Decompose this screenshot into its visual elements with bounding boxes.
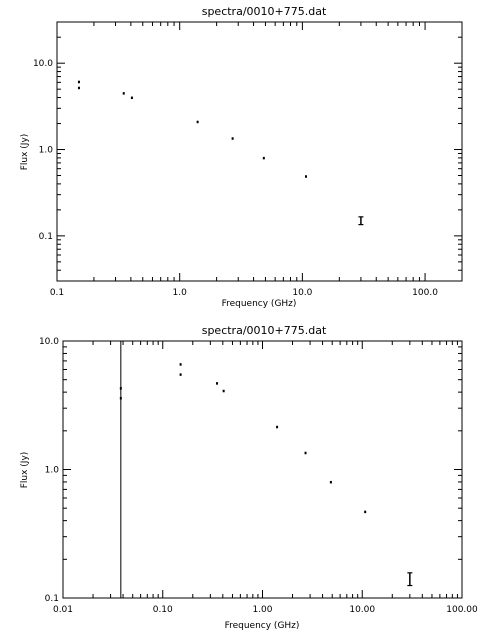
bottom-plot-frame xyxy=(62,340,463,599)
data-point xyxy=(262,156,265,160)
top-plot-title: spectra/0010+775.dat xyxy=(202,5,327,18)
top-plot-frame xyxy=(56,21,463,282)
data-point xyxy=(304,451,307,455)
data-point xyxy=(231,137,234,140)
bottom-plot-ticks: 0.01 0.10 1.00 10.00 100.00 0.1 1.0 10.0 xyxy=(39,337,478,615)
bottom-plot-marks xyxy=(119,341,413,598)
bottom-spectrum-plot: spectra/0010+775.dat 0.01 0.10 1.00 10.00 10… xyxy=(20,324,478,631)
x-tick-label: 100.00 xyxy=(446,605,478,615)
top-plot-xlabel: Frequency (GHz) xyxy=(222,299,297,309)
data-point xyxy=(122,92,125,95)
data-point xyxy=(119,387,122,390)
x-tick-label: 10.00 xyxy=(349,605,375,615)
data-point xyxy=(77,80,80,84)
x-tick-label: 100.0 xyxy=(412,288,438,298)
x-tick-label: 0.1 xyxy=(50,288,64,298)
y-tick-label: 1.0 xyxy=(39,146,54,156)
data-point xyxy=(196,120,199,124)
x-tick-label: 1.00 xyxy=(252,605,272,615)
y-tick-label: 0.1 xyxy=(45,594,59,604)
data-point xyxy=(276,425,279,429)
data-point xyxy=(119,397,122,400)
data-point xyxy=(216,382,219,385)
x-tick-label: 10.0 xyxy=(292,288,312,298)
top-plot-ticks: 0.1 1.0 10.0 100.0 0.1 1.0 10.0 xyxy=(33,21,463,298)
data-point xyxy=(179,373,182,376)
data-point xyxy=(130,96,133,100)
x-tick-label: 0.10 xyxy=(153,605,173,615)
x-tick-label: 1.0 xyxy=(173,288,188,298)
y-tick-label: 1.0 xyxy=(45,466,60,476)
data-point xyxy=(304,175,307,178)
y-tick-label: 10.0 xyxy=(39,337,59,347)
top-plot-ylabel: Flux (Jy) xyxy=(20,134,30,171)
top-plot-marks xyxy=(77,80,364,226)
y-tick-label: 10.0 xyxy=(33,59,53,69)
top-spectrum-plot: spectra/0010+775.dat 0.1 1.0 10.0 100.0 0.1 1… xyxy=(20,5,463,309)
data-point xyxy=(222,389,225,393)
data-point xyxy=(77,86,80,90)
x-tick-label: 0.01 xyxy=(53,605,73,615)
data-point xyxy=(179,363,182,366)
data-point xyxy=(329,480,332,484)
bottom-plot-ylabel: Flux (Jy) xyxy=(20,452,30,489)
bottom-plot-xlabel: Frequency (GHz) xyxy=(225,621,300,631)
y-tick-label: 0.1 xyxy=(39,232,53,242)
data-point xyxy=(364,510,367,514)
bottom-plot-title: spectra/0010+775.dat xyxy=(202,324,327,337)
